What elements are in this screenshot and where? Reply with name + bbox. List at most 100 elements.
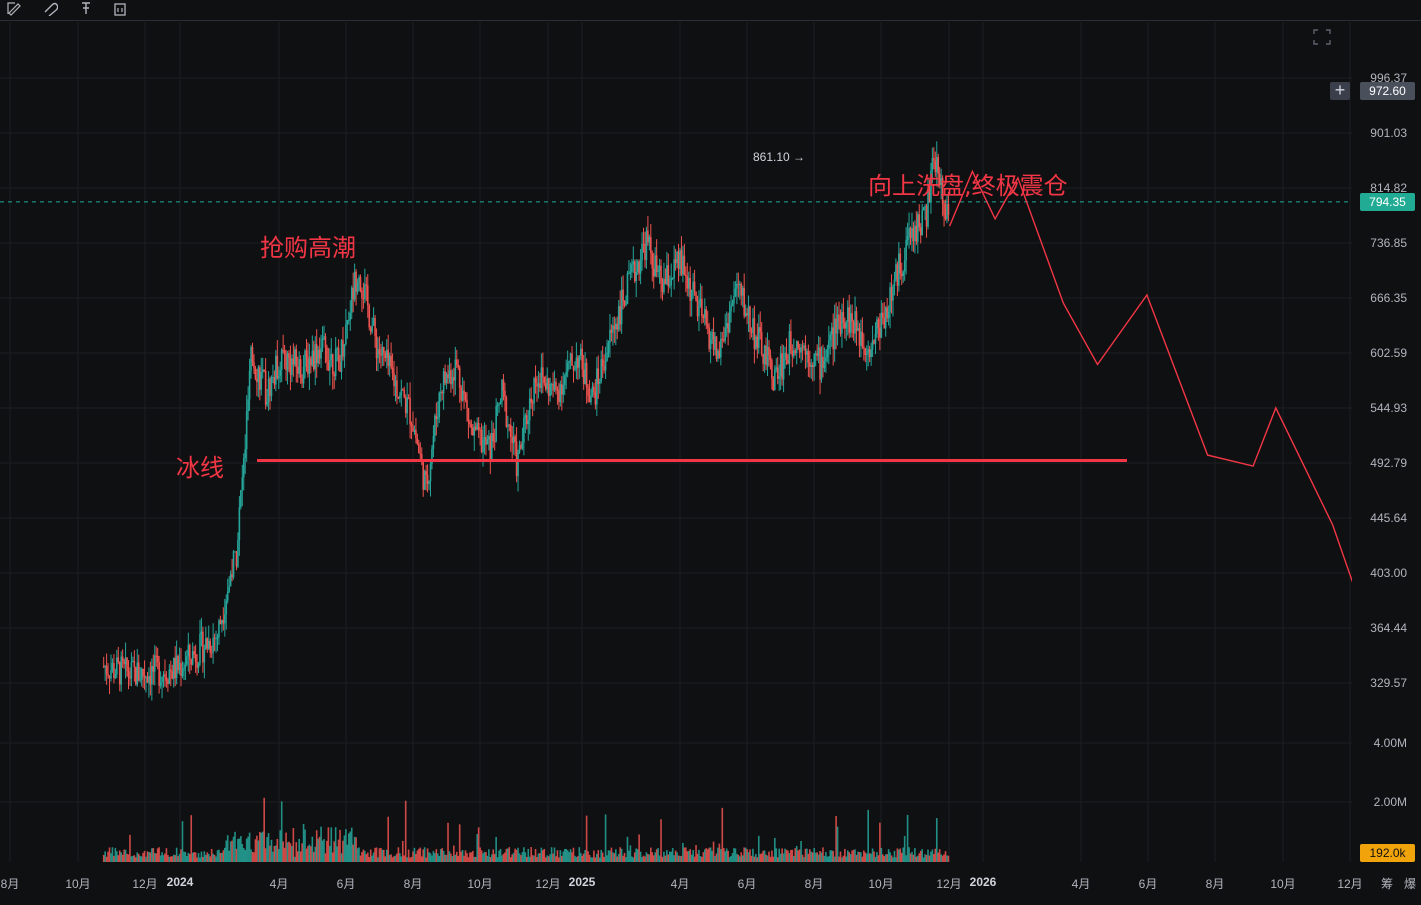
volume-bar bbox=[774, 837, 776, 862]
volume-bar bbox=[415, 853, 417, 862]
candle-body bbox=[438, 392, 441, 418]
volume-bar bbox=[113, 855, 115, 862]
volume-bar bbox=[787, 850, 789, 862]
price-axis-label: 364.44 bbox=[1370, 621, 1407, 635]
price-axis-label: 329.57 bbox=[1370, 676, 1407, 690]
volume-bar bbox=[833, 856, 836, 862]
volume-bar bbox=[429, 853, 432, 862]
volume-bar bbox=[178, 853, 181, 862]
candle-body bbox=[703, 309, 706, 318]
candle-body bbox=[260, 372, 263, 390]
candle-body bbox=[848, 307, 851, 333]
volume-bar bbox=[577, 856, 579, 862]
candle-body bbox=[795, 341, 798, 353]
volume-bar bbox=[384, 856, 387, 862]
candle-body bbox=[740, 283, 743, 296]
candle-body bbox=[711, 332, 713, 340]
candle-body bbox=[288, 353, 290, 359]
volume-bar bbox=[361, 852, 363, 862]
candle-body bbox=[940, 178, 942, 186]
price-axis[interactable]: 996.37 901.03 814.82 736.85 666.35 602.59 544.… bbox=[1352, 22, 1421, 870]
candle-body bbox=[362, 297, 365, 300]
candle-body bbox=[867, 349, 869, 354]
volume-bar bbox=[400, 856, 403, 862]
chart-canvas[interactable] bbox=[0, 0, 1352, 870]
volume-bar bbox=[673, 855, 675, 862]
volume-bar bbox=[263, 797, 265, 862]
candle-body bbox=[361, 290, 363, 298]
volume-bar bbox=[219, 852, 222, 862]
pin-icon[interactable] bbox=[78, 0, 94, 16]
volume-bar bbox=[457, 855, 460, 862]
candle-body bbox=[663, 278, 665, 293]
candle-body bbox=[687, 278, 690, 289]
candle-body bbox=[854, 311, 856, 334]
candle-body bbox=[371, 325, 373, 332]
candle-body bbox=[412, 426, 414, 432]
annotation-washout: 向上洗盘,终极震仓 bbox=[868, 172, 1068, 200]
candle-body bbox=[298, 359, 300, 374]
time-axis[interactable]: 8月 10月 12月 2024 4月 6月 8月 10月 12月 2025 4月 6月 8月 10月 12月… bbox=[0, 870, 1421, 905]
volume-bar bbox=[629, 845, 632, 862]
candle-body bbox=[390, 355, 392, 368]
volume-bar bbox=[514, 848, 516, 862]
magnet-icon[interactable] bbox=[42, 0, 58, 16]
draw-icon[interactable] bbox=[6, 0, 22, 16]
volume-bar bbox=[775, 848, 778, 862]
candle-body bbox=[779, 353, 782, 377]
volume-bar bbox=[749, 849, 751, 862]
volume-bar bbox=[132, 855, 134, 862]
forecast-path bbox=[948, 169, 1352, 583]
candle-body bbox=[753, 318, 756, 349]
volume-bar bbox=[756, 857, 759, 862]
volume-bar bbox=[137, 853, 140, 862]
volume-bar bbox=[660, 819, 662, 862]
volume-bar bbox=[855, 854, 858, 862]
candle-body bbox=[425, 471, 427, 475]
expand-icon[interactable] bbox=[1312, 28, 1332, 46]
volume-bar bbox=[102, 854, 105, 862]
candle-body bbox=[203, 649, 206, 663]
candle-body bbox=[263, 369, 265, 371]
candle-body bbox=[879, 327, 881, 338]
candle-body bbox=[606, 352, 608, 361]
volume-bar bbox=[544, 857, 547, 862]
candle-body bbox=[174, 658, 176, 679]
volume-bar bbox=[257, 840, 260, 862]
volume-bar bbox=[226, 835, 229, 862]
volume-bar bbox=[717, 847, 719, 862]
volume-bar bbox=[816, 852, 818, 862]
candle-body bbox=[310, 358, 312, 366]
candle-body bbox=[830, 327, 833, 335]
candle-body bbox=[495, 406, 497, 442]
volume-bar bbox=[521, 851, 524, 862]
volume-bar bbox=[779, 853, 782, 862]
candle-body bbox=[835, 318, 837, 334]
candle-body bbox=[696, 300, 699, 317]
volume-bar bbox=[358, 847, 360, 862]
volume-bar bbox=[304, 829, 306, 862]
volume-bar bbox=[428, 852, 430, 862]
volume-bar bbox=[124, 849, 127, 862]
candle-body bbox=[188, 644, 191, 660]
candle-body bbox=[931, 157, 934, 171]
add-price-alert-button[interactable]: + bbox=[1330, 81, 1350, 100]
volume-bar bbox=[702, 852, 705, 862]
candle-body bbox=[451, 377, 454, 385]
candle-body bbox=[873, 340, 875, 344]
candle-body bbox=[561, 384, 563, 395]
volume-bar bbox=[671, 848, 674, 862]
candle-body bbox=[788, 331, 791, 364]
candle-body bbox=[110, 670, 112, 679]
volume-bar bbox=[876, 852, 878, 862]
candle-body bbox=[466, 400, 468, 409]
trash-icon[interactable] bbox=[112, 0, 128, 16]
candle-body bbox=[667, 265, 670, 287]
volume-bar bbox=[757, 835, 760, 862]
candle-body bbox=[917, 214, 919, 242]
candle-body bbox=[946, 204, 948, 220]
candle-body bbox=[490, 433, 493, 462]
volume-bar bbox=[731, 853, 734, 862]
volume-bar bbox=[474, 856, 477, 862]
candle-body bbox=[730, 306, 732, 312]
